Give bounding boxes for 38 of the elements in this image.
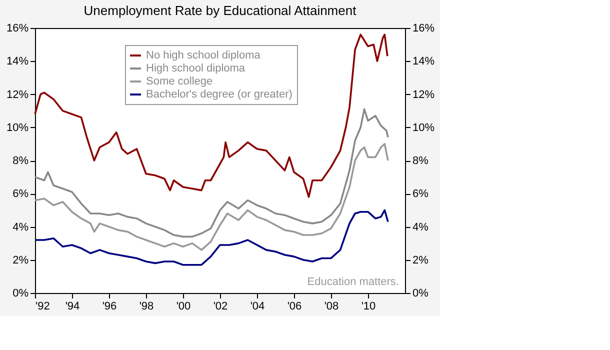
- y-tick-label: 16%: [6, 22, 29, 34]
- y2-tick-label: 0%: [412, 288, 429, 300]
- x-tick-label: '02: [213, 300, 228, 312]
- x-tick-label: '94: [65, 300, 80, 312]
- y-tick-label: 14%: [6, 56, 29, 68]
- annotation: Education matters.: [307, 276, 399, 288]
- line-series: [34, 209, 389, 266]
- line-series: [34, 108, 389, 238]
- y2-tick-label: 16%: [412, 22, 435, 34]
- x-tick-label: '98: [139, 300, 154, 312]
- x-tick-label: '92: [36, 300, 50, 312]
- chart-title: Unemployment Rate by Educational Attainment: [84, 3, 357, 18]
- y2-tick-label: 6%: [412, 188, 429, 200]
- x-tick-label: '08: [324, 300, 339, 312]
- y-tick-label: 12%: [6, 88, 29, 101]
- x-tick-label: '06: [287, 300, 302, 312]
- y2-tick-label: 14%: [412, 56, 435, 68]
- legend-label: Some college: [146, 76, 213, 88]
- y2-tick-label: 4%: [412, 221, 429, 234]
- x-tick-label: '04: [250, 300, 265, 312]
- line-series: [34, 34, 388, 198]
- x-tick-label: '00: [176, 300, 191, 312]
- line-series: [34, 143, 389, 251]
- y-tick-label: 2%: [12, 254, 29, 266]
- y-tick-label: 6%: [12, 188, 29, 200]
- y-tick-label: 10%: [6, 122, 29, 134]
- y2-tick-label: 10%: [412, 122, 435, 134]
- y-tick-label: 0%: [12, 288, 29, 300]
- legend-label: No high school diploma: [146, 50, 262, 62]
- y-tick-label: 4%: [12, 221, 29, 234]
- x-tick-label: '96: [102, 300, 117, 312]
- legend-label: Bachelor's degree (or greater): [146, 88, 292, 100]
- y-tick-label: 8%: [12, 155, 29, 167]
- x-tick-label: '10: [361, 300, 376, 312]
- y2-tick-label: 2%: [412, 254, 429, 266]
- y2-tick-label: 8%: [412, 155, 429, 167]
- legend-label: High school diploma: [146, 62, 246, 74]
- y2-tick-label: 12%: [412, 88, 435, 101]
